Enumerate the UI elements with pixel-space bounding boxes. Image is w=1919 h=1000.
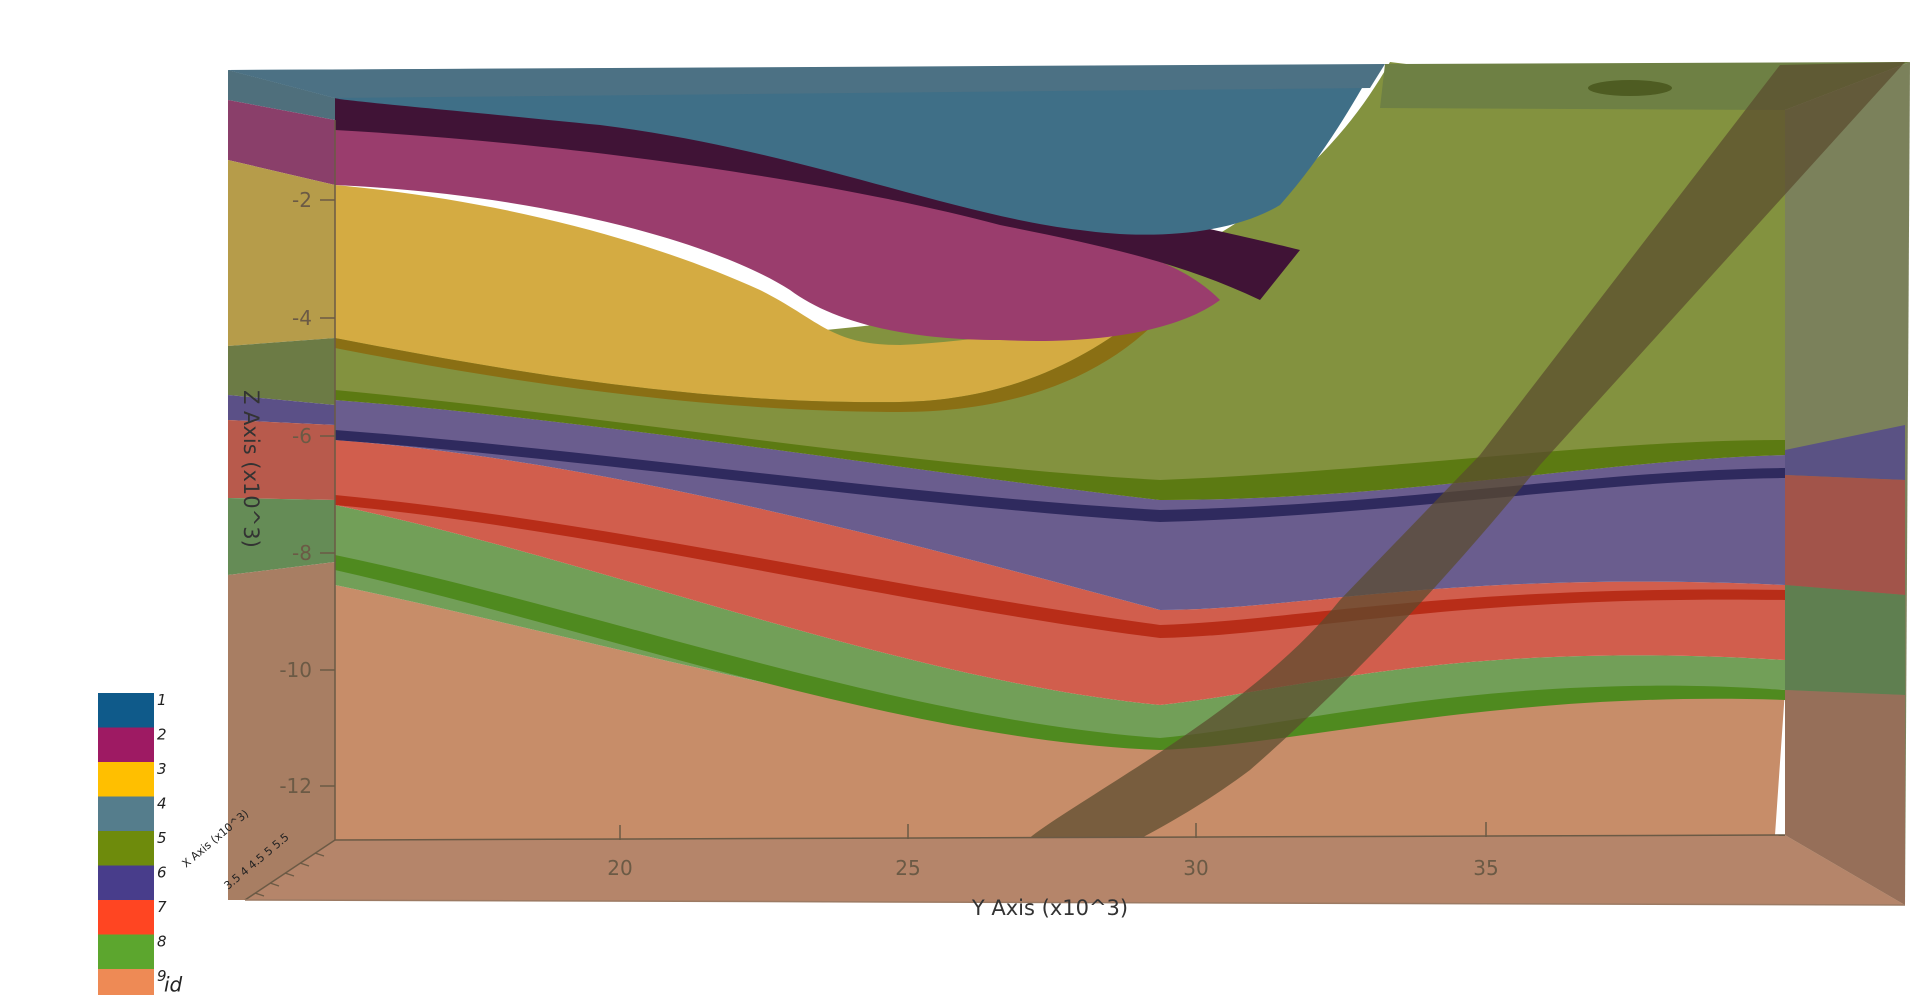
y-tick-label: 30 <box>1183 856 1208 880</box>
left-face-layer-9 <box>228 562 335 900</box>
z-tick-label: -2 <box>292 188 312 212</box>
layer-2-dark-edge <box>335 98 1300 300</box>
legend-title: id <box>164 973 183 996</box>
legend-swatch-3 <box>98 762 154 797</box>
legend-label-7: 7 <box>157 898 167 916</box>
fault-plane <box>1011 62 1905 905</box>
layer-9-region <box>245 585 1870 900</box>
legend-label-4: 4 <box>157 795 167 813</box>
layer-1-region <box>228 65 1375 235</box>
legend-label-8: 8 <box>157 933 167 951</box>
layer-8-top-edge <box>335 555 1785 750</box>
layer-7-region <box>335 440 1785 705</box>
left-face-layer-5 <box>228 338 335 405</box>
top-face-hole <box>1588 80 1672 96</box>
y-axis-ticks: 20 25 30 35 <box>607 822 1499 880</box>
left-face-layer-8 <box>228 498 335 575</box>
z-axis-title: Z Axis (x10^3) <box>239 390 263 548</box>
legend-swatch-8 <box>98 934 154 969</box>
legend-swatch-9 <box>98 969 154 1000</box>
bottom-front-edge <box>244 899 1906 906</box>
legend-swatch-4 <box>98 796 154 831</box>
z-tick-label: -10 <box>279 658 312 682</box>
right-side-layer-9 <box>1785 690 1905 905</box>
layer-7-dark-edge <box>335 495 1785 638</box>
legend-label-9: 9 <box>157 967 167 985</box>
legend-swatch-6 <box>98 865 154 900</box>
z-tick-label: -6 <box>292 424 312 448</box>
y-axis-title: Y Axis (x10^3) <box>971 896 1128 920</box>
left-face-layer-4 <box>228 70 335 120</box>
legend-label-1: 1 <box>157 691 167 709</box>
axis-lines <box>244 120 1906 906</box>
layer-3-region <box>335 185 1160 403</box>
legend-label-2: 2 <box>157 726 167 744</box>
legend-swatch-1 <box>98 693 154 728</box>
legend-swatch-5 <box>98 831 154 866</box>
layer-5-dark-edge <box>335 390 1785 500</box>
z-tick-label: -12 <box>279 774 312 798</box>
left-side-face <box>228 70 335 900</box>
front-face-layers <box>228 62 1910 905</box>
legend-label-6: 6 <box>157 864 167 882</box>
left-face-layer-6 <box>228 395 335 425</box>
right-side-layer-6 <box>1785 425 1905 480</box>
z-tick-label: -8 <box>292 541 312 565</box>
left-face-layer-7 <box>228 420 335 500</box>
z-tick-label: -4 <box>292 306 312 330</box>
right-side-layer-7 <box>1785 475 1905 595</box>
z-axis-ticks: -2 -4 -6 -8 -10 -12 <box>279 188 335 798</box>
y-tick-label: 25 <box>895 856 920 880</box>
bottom-face <box>245 835 1905 905</box>
x-axis-line <box>244 839 336 901</box>
left-face-layer-3 <box>228 160 335 346</box>
legend-swatch-2 <box>98 727 154 762</box>
layer-6-dark-edge <box>335 430 1785 522</box>
left-face-layer-2 <box>228 100 335 185</box>
layer-8-region <box>335 505 1785 740</box>
right-side-layer-8 <box>1785 585 1905 695</box>
y-tick-label: 20 <box>607 856 632 880</box>
legend-label-3: 3 <box>157 760 167 778</box>
legend-swatch-7 <box>98 900 154 935</box>
color-legend: 1 2 3 4 5 6 7 8 9id <box>98 691 183 1000</box>
y-tick-label: 35 <box>1473 856 1498 880</box>
layer-1-top-face <box>228 64 1385 98</box>
layer-2-region <box>335 120 1220 341</box>
legend-label-5: 5 <box>157 829 167 847</box>
y-axis-line <box>334 834 1786 841</box>
